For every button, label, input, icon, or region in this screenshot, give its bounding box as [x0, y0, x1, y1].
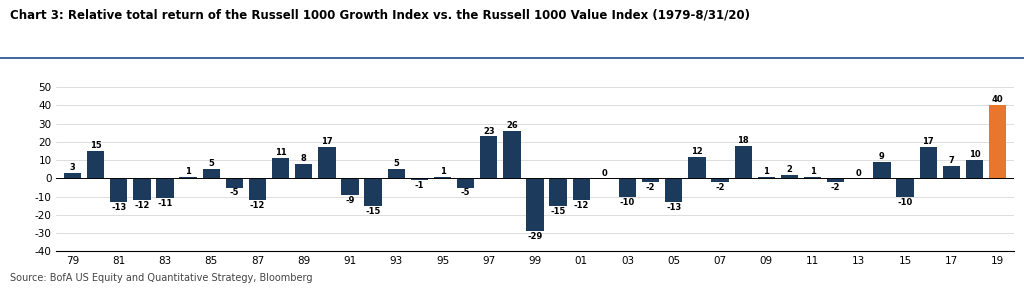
Text: -13: -13 — [667, 203, 681, 212]
Text: 11: 11 — [274, 149, 287, 158]
Bar — [63, 173, 81, 178]
Bar — [111, 178, 127, 202]
Bar — [780, 175, 798, 178]
Text: 40: 40 — [992, 95, 1004, 105]
Text: 9: 9 — [879, 152, 885, 161]
Bar — [434, 177, 452, 178]
Bar — [295, 164, 312, 178]
Bar — [920, 147, 937, 178]
Bar — [87, 151, 104, 178]
Text: -12: -12 — [573, 201, 589, 210]
Text: Chart 3: Relative total return of the Russell 1000 Growth Index vs. the Russell : Chart 3: Relative total return of the Ru… — [10, 9, 751, 22]
Bar — [341, 178, 358, 195]
Bar — [133, 178, 151, 200]
Text: 5: 5 — [393, 159, 399, 168]
Bar — [157, 178, 174, 199]
Bar — [388, 169, 404, 178]
Text: 0: 0 — [601, 168, 607, 177]
Text: 0: 0 — [856, 168, 861, 177]
Bar — [457, 178, 474, 188]
Bar — [827, 178, 845, 182]
Text: -29: -29 — [527, 232, 543, 241]
Bar — [526, 178, 544, 231]
Text: -1: -1 — [415, 181, 424, 190]
Text: -12: -12 — [250, 201, 265, 210]
Text: -9: -9 — [345, 196, 354, 205]
Text: 1: 1 — [763, 167, 769, 176]
Bar — [480, 136, 498, 178]
Bar — [249, 178, 266, 200]
Bar — [804, 177, 821, 178]
Text: 15: 15 — [90, 141, 101, 150]
Bar — [688, 157, 706, 178]
Bar — [618, 178, 636, 197]
Bar — [873, 162, 891, 178]
Bar — [758, 177, 775, 178]
Text: 1: 1 — [185, 167, 191, 176]
Bar — [179, 177, 197, 178]
Text: Source: BofA US Equity and Quantitative Strategy, Bloomberg: Source: BofA US Equity and Quantitative … — [10, 273, 312, 283]
Bar — [411, 178, 428, 180]
Text: -12: -12 — [134, 201, 150, 210]
Text: 3: 3 — [70, 163, 76, 172]
Text: -15: -15 — [551, 207, 566, 216]
Text: -5: -5 — [229, 188, 240, 197]
Text: -2: -2 — [830, 183, 841, 192]
Bar — [943, 166, 959, 178]
Text: 18: 18 — [737, 136, 749, 145]
Text: 7: 7 — [948, 156, 954, 165]
Bar — [966, 160, 983, 178]
Bar — [666, 178, 682, 202]
Bar — [225, 178, 243, 188]
Bar — [503, 131, 520, 178]
Text: -2: -2 — [646, 183, 655, 192]
Text: -10: -10 — [897, 198, 912, 207]
Bar — [365, 178, 382, 206]
Text: 26: 26 — [506, 121, 518, 130]
Bar — [550, 178, 567, 206]
Text: -5: -5 — [461, 188, 470, 197]
Text: -10: -10 — [620, 198, 635, 207]
Bar — [203, 169, 220, 178]
Bar — [318, 147, 336, 178]
Bar — [642, 178, 659, 182]
Text: 1: 1 — [810, 167, 815, 176]
Text: 12: 12 — [691, 147, 702, 155]
Text: 2: 2 — [786, 165, 793, 174]
Text: -11: -11 — [158, 199, 173, 208]
Text: -2: -2 — [716, 183, 725, 192]
Text: 5: 5 — [208, 159, 214, 168]
Bar — [989, 105, 1007, 178]
Bar — [272, 158, 290, 178]
Bar — [896, 178, 913, 197]
Text: -15: -15 — [366, 207, 381, 216]
Text: 23: 23 — [483, 127, 495, 136]
Bar — [572, 178, 590, 200]
Bar — [734, 146, 752, 178]
Text: 10: 10 — [969, 150, 980, 159]
Text: 8: 8 — [301, 154, 306, 163]
Text: -13: -13 — [112, 203, 126, 212]
Text: 17: 17 — [923, 138, 934, 147]
Text: 1: 1 — [439, 167, 445, 176]
Text: 17: 17 — [322, 138, 333, 147]
Bar — [712, 178, 729, 182]
